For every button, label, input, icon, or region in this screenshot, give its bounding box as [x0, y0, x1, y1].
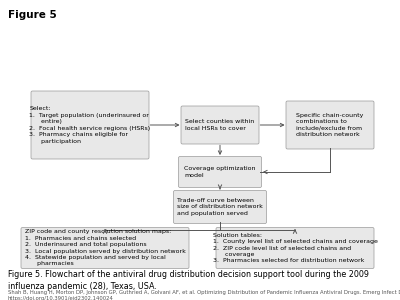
Text: Shah B, Huang H, Morton DP, Johnson GP, Guthried A, Golvani AF, et al. Optimizin: Shah B, Huang H, Morton DP, Johnson GP, … — [8, 290, 400, 300]
Text: Trade-off curve between
size of distribution network
and population served: Trade-off curve between size of distribu… — [177, 198, 263, 216]
FancyBboxPatch shape — [21, 227, 189, 268]
FancyBboxPatch shape — [286, 101, 374, 149]
FancyBboxPatch shape — [174, 190, 266, 224]
FancyBboxPatch shape — [31, 91, 149, 159]
Text: Coverage optimization
model: Coverage optimization model — [184, 166, 256, 178]
Text: Solution tables:
1.  County level list of selected chains and coverage
2.  ZIP c: Solution tables: 1. County level list of… — [212, 233, 378, 263]
FancyBboxPatch shape — [216, 227, 374, 268]
FancyBboxPatch shape — [181, 106, 259, 144]
Text: Figure 5. Flowchart of the antiviral drug distribution decision support tool dur: Figure 5. Flowchart of the antiviral dru… — [8, 270, 369, 291]
Text: ZIP code and county resolution solution maps:
1.  Pharmacies and chains selected: ZIP code and county resolution solution … — [24, 230, 186, 266]
FancyBboxPatch shape — [178, 157, 262, 188]
Text: Specific chain-county
combinations to
include/exclude from
distribution network: Specific chain-county combinations to in… — [296, 113, 364, 137]
Text: Figure 5: Figure 5 — [8, 10, 57, 20]
Text: Select:
1.  Target population (underinsured or
      entire)
2.  Focal health se: Select: 1. Target population (underinsur… — [30, 106, 150, 143]
Text: Select counties within
local HSRs to cover: Select counties within local HSRs to cov… — [185, 119, 255, 131]
